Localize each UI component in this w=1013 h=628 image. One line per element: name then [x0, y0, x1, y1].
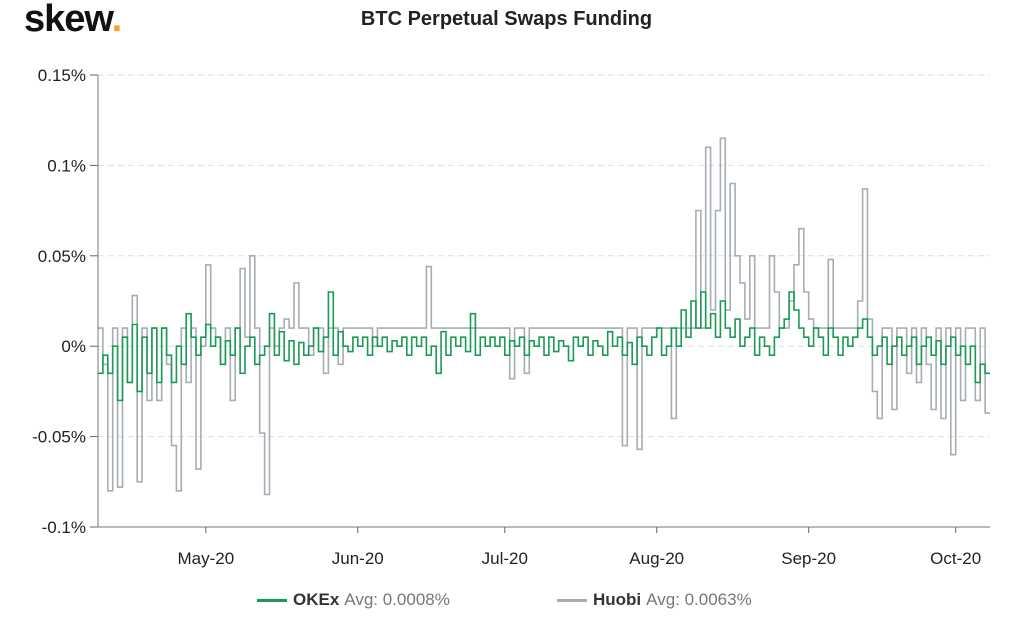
x-tick-label: Oct-20 [930, 549, 981, 568]
legend-swatch-huobi [557, 598, 587, 602]
y-tick-label: 0% [61, 337, 86, 356]
x-tick-label: Aug-20 [629, 549, 684, 568]
legend-avg-huobi: Avg: 0.0063% [646, 590, 752, 609]
legend-avg-okex: Avg: 0.0008% [344, 590, 450, 609]
series-line-huobi [98, 137, 990, 496]
x-tick-label: Sep-20 [781, 549, 836, 568]
y-tick-label: 0.05% [38, 247, 86, 266]
legend-item-huobi[interactable]: Huobi Avg: 0.0063% [557, 590, 752, 610]
chart-legend: OKEx Avg: 0.0008% Huobi Avg: 0.0063% [0, 590, 1013, 614]
x-tick-label: May-20 [177, 549, 234, 568]
legend-label-huobi: Huobi [593, 590, 642, 609]
legend-item-okex[interactable]: OKEx Avg: 0.0008% [257, 590, 450, 610]
chart-title: BTC Perpetual Swaps Funding [360, 8, 653, 30]
y-tick-label: 0.1% [47, 156, 86, 175]
series-line-okex [98, 291, 990, 402]
legend-label-okex: OKEx [293, 590, 340, 609]
brand-dot: . [111, 0, 123, 40]
x-tick-label: Jun-20 [332, 549, 384, 568]
y-tick-label: -0.05% [32, 428, 86, 447]
skew-logo: skew. [24, 0, 123, 41]
brand-name: skew [24, 0, 113, 40]
legend-swatch-okex [257, 598, 287, 602]
y-tick-label: 0.15% [38, 66, 86, 85]
y-tick-label: -0.1% [42, 518, 86, 537]
x-tick-label: Jul-20 [482, 549, 528, 568]
